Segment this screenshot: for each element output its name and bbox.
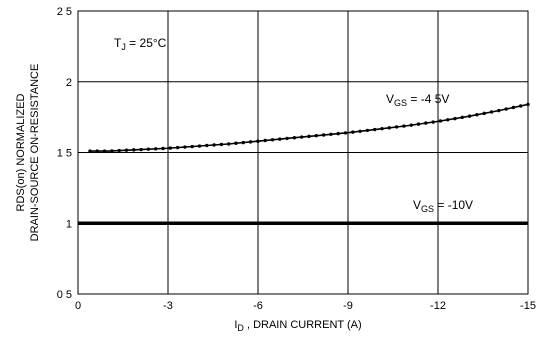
vgs-45-annotation-main: V	[386, 92, 394, 106]
series-point-vgs-4-5v	[285, 136, 289, 141]
series-point-vgs-4-5v	[234, 141, 238, 145]
series-point-vgs-4-5v	[519, 104, 523, 108]
x-tick-label: -15	[520, 300, 536, 312]
series-point-vgs-4-5v	[504, 107, 508, 111]
series-point-vgs-4-5v	[95, 149, 100, 153]
x-tick-label: -6	[253, 300, 263, 312]
series-point-vgs-4-5v	[409, 123, 413, 127]
tj-annotation-main: T	[114, 36, 122, 50]
series-point-vgs-4-5v	[168, 146, 172, 150]
series-point-vgs-4-5v	[321, 133, 326, 137]
vgs-10-annotation-main: V	[413, 198, 421, 212]
series-point-vgs-4-5v	[132, 148, 136, 152]
y-tick-label: 2 5	[57, 6, 72, 18]
series-point-vgs-4-5v	[358, 129, 362, 133]
x-axis-label-sub: D	[237, 323, 244, 333]
series-point-vgs-4-5v	[88, 149, 92, 153]
series-point-vgs-4-5v	[102, 149, 107, 153]
series-point-vgs-4-5v	[526, 102, 530, 107]
series-point-vgs-4-5v	[300, 135, 304, 139]
series-point-vgs-4-5v	[365, 128, 370, 133]
vgs-10-annotation-rest: = -10V	[434, 198, 473, 212]
series-point-vgs-4-5v	[219, 142, 224, 147]
series-point-vgs-4-5v	[161, 146, 165, 151]
y-tick-label: 1	[66, 218, 72, 230]
series-point-vgs-4-5v	[343, 131, 348, 135]
series-point-vgs-4-5v	[197, 144, 202, 148]
plot-frame	[77, 10, 529, 295]
series-point-vgs-4-5v	[416, 122, 421, 126]
series-point-vgs-4-5v	[175, 145, 180, 150]
series-point-vgs-4-5v	[292, 136, 297, 140]
series-point-vgs-4-5v	[453, 116, 457, 121]
series-point-vgs-4-5v	[146, 147, 151, 151]
x-axis-label-rest: , DRAIN CURRENT (A)	[244, 319, 362, 331]
series-point-vgs-4-5v	[475, 113, 479, 117]
series-point-vgs-4-5v	[373, 127, 377, 132]
series-point-vgs-4-5v	[227, 142, 231, 146]
series-point-vgs-4-5v	[467, 114, 472, 118]
series-point-vgs-4-5v	[380, 126, 384, 131]
y-axis-label-line-1: RDS(on) NORMALIZED	[15, 93, 27, 211]
x-tick-label: 0	[75, 300, 81, 312]
series-point-vgs-4-5v	[460, 115, 464, 120]
series-point-vgs-4-5v	[314, 133, 318, 138]
y-tick-label: 1 5	[57, 148, 72, 160]
series-point-vgs-4-5v	[212, 143, 216, 147]
series-point-vgs-4-5v	[183, 145, 187, 149]
x-tick-labels: 0 -3 -6 -9 -12 -15	[75, 300, 536, 312]
series-point-vgs-4-5v	[424, 121, 428, 125]
x-tick-label: -12	[430, 300, 446, 312]
series-point-vgs-4-5v	[270, 138, 275, 142]
series-point-vgs-4-5v	[402, 124, 406, 128]
series-point-vgs-4-5v	[307, 134, 311, 139]
vgs-10-annotation: VGS = -10V	[413, 198, 473, 214]
series-point-vgs-4-5v	[497, 108, 501, 113]
series-point-vgs-4-5v	[248, 140, 253, 144]
series-point-vgs-4-5v	[205, 143, 209, 148]
series-point-vgs-4-5v	[482, 111, 486, 116]
series-point-vgs-4-5v	[351, 130, 355, 134]
vgs-10-annotation-sub: GS	[421, 204, 434, 214]
tj-annotation-rest: = 25°C	[126, 36, 167, 50]
series-point-vgs-4-5v	[263, 138, 267, 143]
series-line-vgs-4-5v	[90, 103, 529, 152]
series-point-vgs-4-5v	[124, 148, 129, 152]
series-point-vgs-4-5v	[511, 105, 516, 110]
series-point-vgs-4-5v	[241, 140, 245, 145]
y-tick-labels: 0 5 1 1 5 2 2 5	[57, 6, 72, 301]
series-point-vgs-4-5v	[489, 110, 494, 114]
grid	[77, 10, 529, 295]
series-point-vgs-4-5v	[110, 149, 114, 153]
series-point-vgs-4-5v	[139, 147, 143, 152]
series-point-vgs-4-5v	[329, 132, 333, 137]
series-point-vgs-4-5v	[117, 148, 121, 153]
vgs-45-annotation: VGS = -4 5V	[386, 92, 449, 108]
series-group	[78, 102, 530, 225]
series-point-vgs-4-5v	[446, 118, 450, 122]
series-point-vgs-4-5v	[278, 137, 282, 141]
y-tick-label: 2	[66, 77, 72, 89]
x-tick-label: -9	[343, 300, 353, 312]
series-point-vgs-4-5v	[336, 131, 340, 136]
series-point-vgs-4-5v	[256, 139, 260, 143]
x-axis-label-main: I	[234, 319, 237, 331]
x-tick-label: -3	[163, 300, 173, 312]
x-axis-label: ID , DRAIN CURRENT (A)	[234, 319, 361, 333]
series-point-vgs-4-5v	[154, 147, 158, 151]
vgs-45-annotation-sub: GS	[394, 98, 407, 108]
series-point-vgs-4-5v	[438, 119, 443, 123]
y-tick-label: 0 5	[57, 289, 72, 301]
series-point-vgs-4-5v	[431, 120, 435, 124]
y-axis-label-line-2: DRAIN-SOURCE ON-RESISTANCE	[29, 64, 41, 242]
series-point-vgs-4-5v	[387, 126, 391, 130]
tj-annotation-sub: J	[121, 42, 126, 52]
series-point-vgs-4-5v	[394, 125, 399, 129]
tj-annotation: TJ = 25°C	[114, 36, 167, 52]
vgs-45-annotation-rest: = -4 5V	[407, 92, 449, 106]
series-point-vgs-4-5v	[190, 144, 194, 149]
